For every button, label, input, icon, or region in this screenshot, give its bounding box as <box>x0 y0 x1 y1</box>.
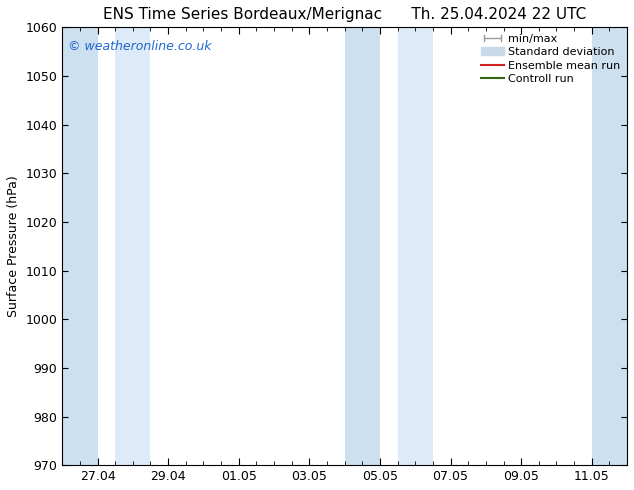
Y-axis label: Surface Pressure (hPa): Surface Pressure (hPa) <box>7 175 20 317</box>
Bar <box>115 27 150 465</box>
Bar <box>592 27 627 465</box>
Bar <box>345 27 380 465</box>
Bar <box>398 27 433 465</box>
Bar <box>62 27 98 465</box>
Text: © weatheronline.co.uk: © weatheronline.co.uk <box>68 40 211 53</box>
Title: ENS Time Series Bordeaux/Merignac      Th. 25.04.2024 22 UTC: ENS Time Series Bordeaux/Merignac Th. 25… <box>103 7 586 22</box>
Legend: min/max, Standard deviation, Ensemble mean run, Controll run: min/max, Standard deviation, Ensemble me… <box>477 29 625 88</box>
